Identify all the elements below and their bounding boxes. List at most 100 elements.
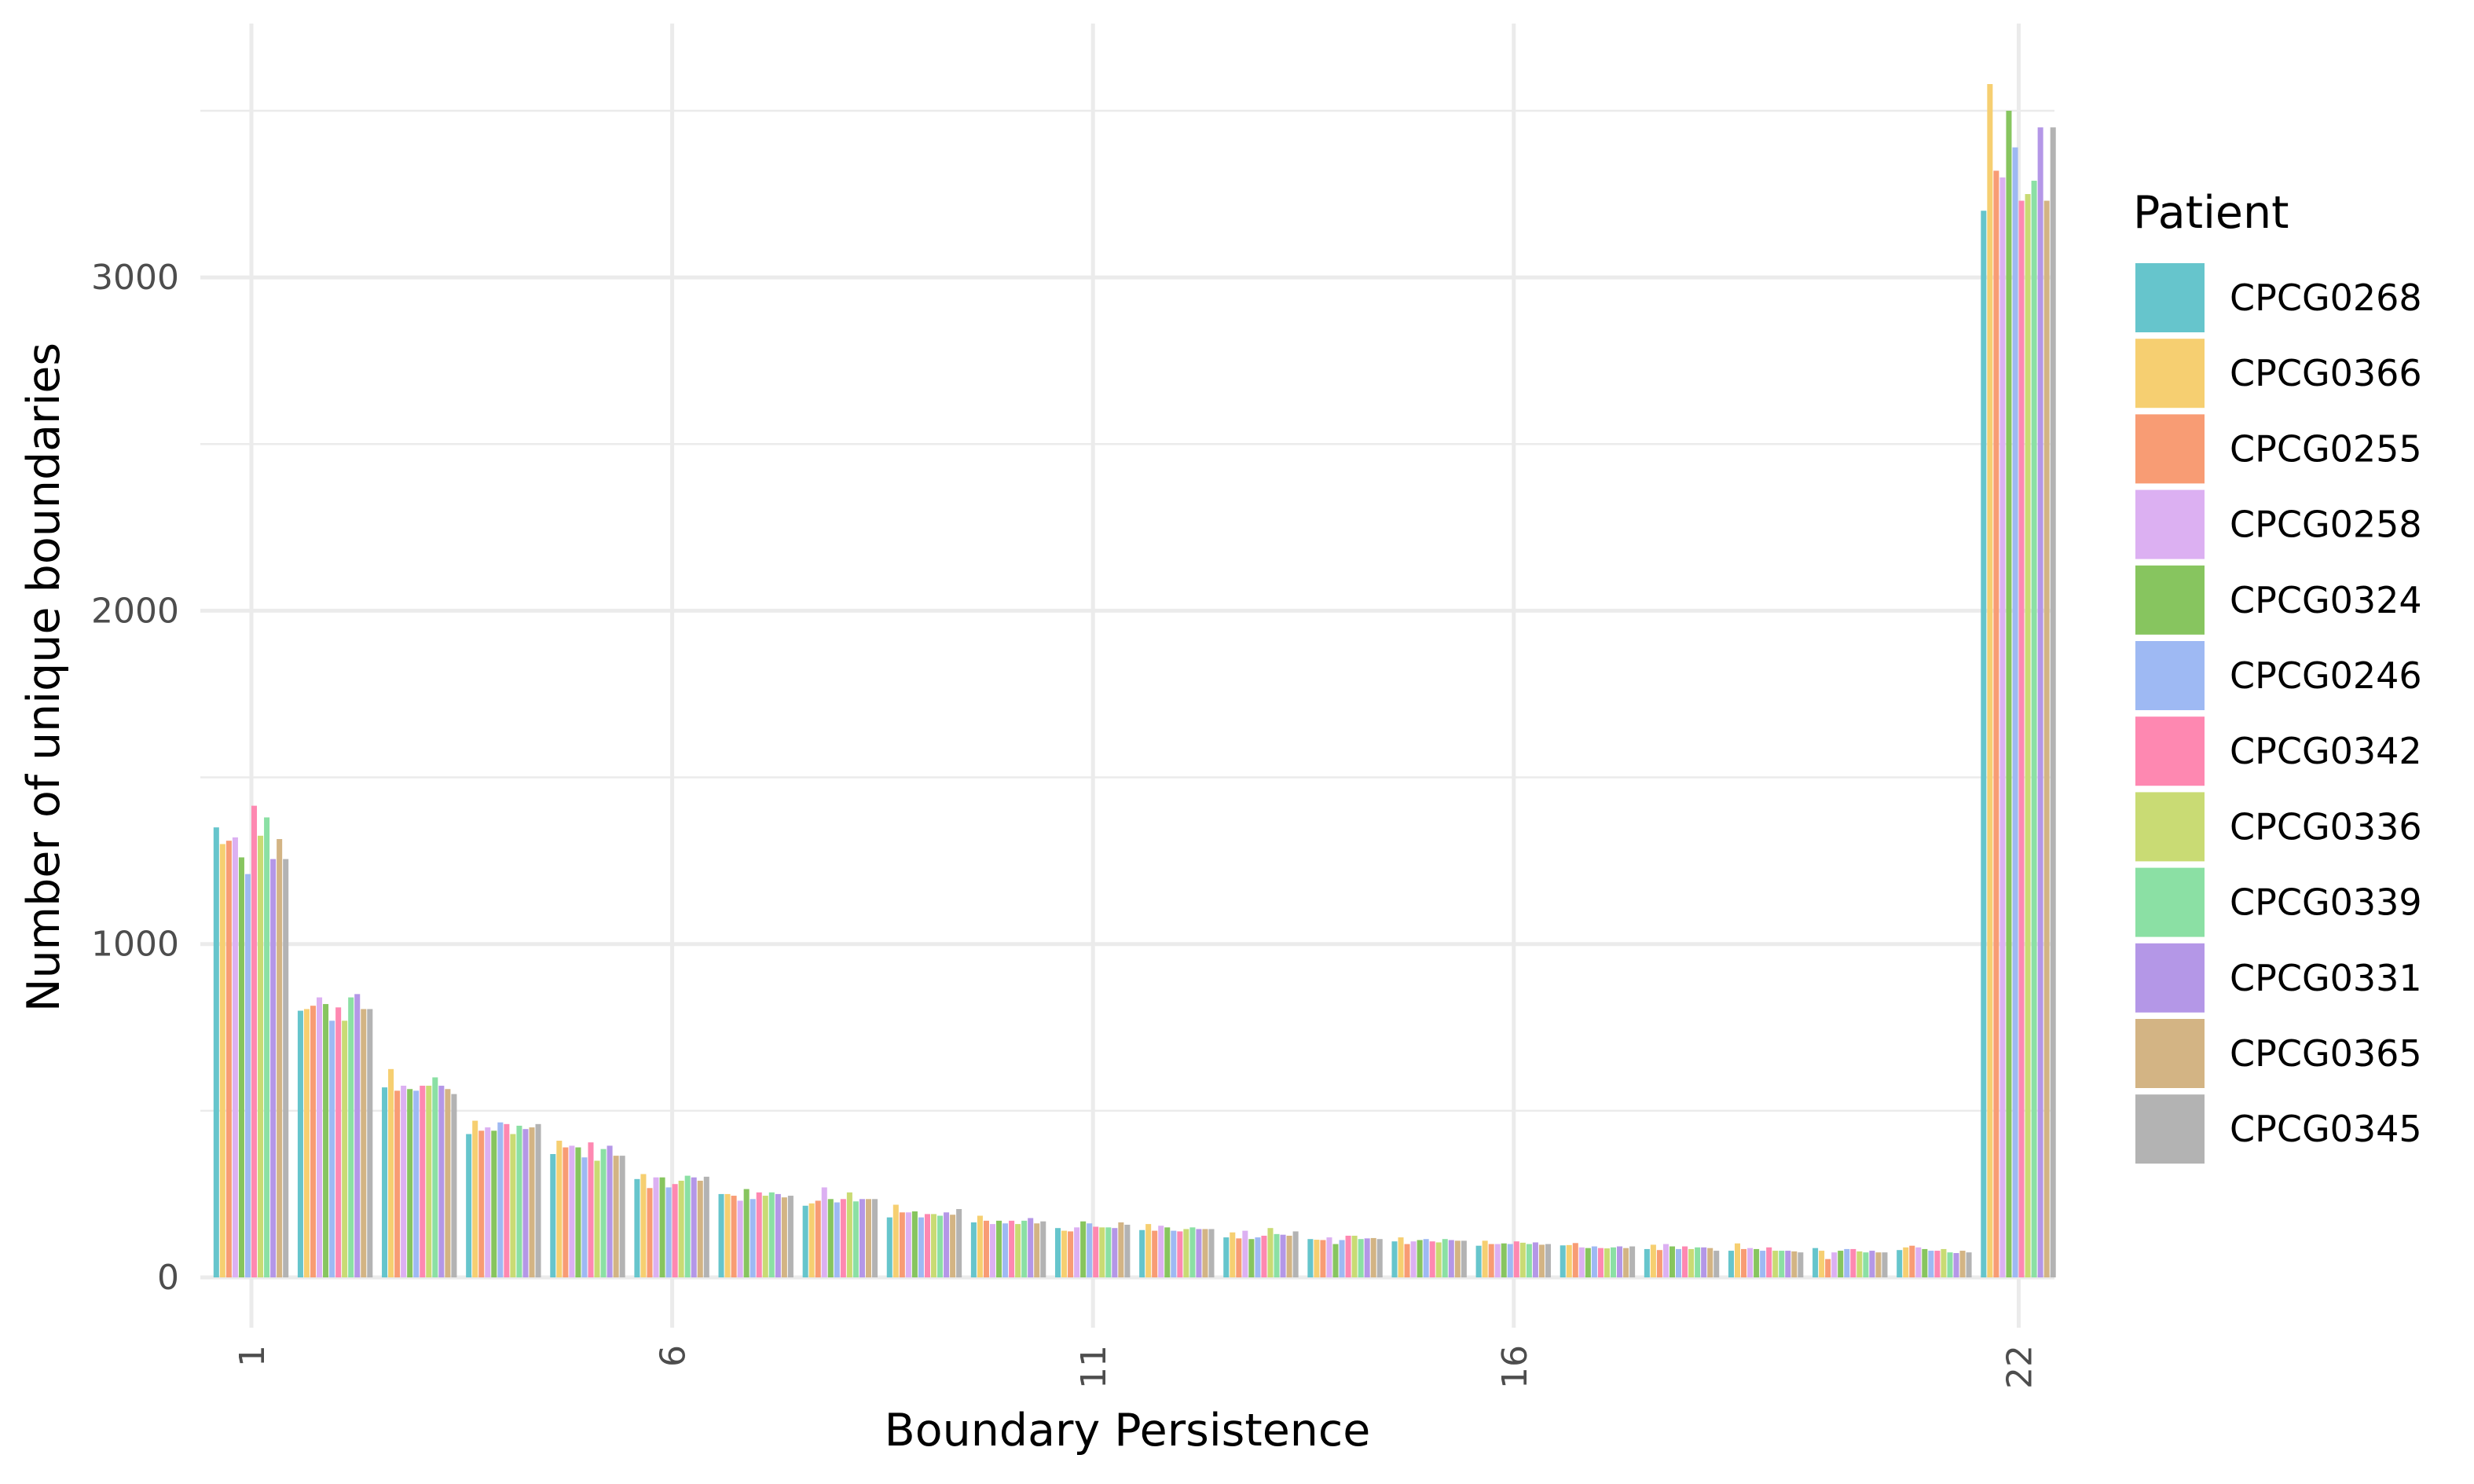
bar bbox=[258, 835, 264, 1277]
legend-title: Patient bbox=[2133, 187, 2289, 239]
x-tick-label: 11 bbox=[1074, 1345, 1114, 1389]
bar bbox=[970, 1222, 977, 1277]
bar bbox=[1538, 1244, 1545, 1277]
bar bbox=[213, 827, 219, 1277]
bar bbox=[1112, 1228, 1118, 1277]
bar bbox=[886, 1217, 892, 1277]
bar bbox=[1734, 1243, 1741, 1277]
bar bbox=[251, 805, 258, 1277]
bar bbox=[1572, 1243, 1578, 1277]
bar bbox=[737, 1200, 743, 1277]
bar bbox=[522, 1129, 529, 1277]
bars bbox=[213, 84, 2056, 1278]
bar bbox=[432, 1077, 438, 1277]
bar bbox=[808, 1203, 815, 1277]
legend-label: CPCG0339 bbox=[2230, 881, 2422, 924]
bar bbox=[756, 1192, 762, 1277]
legend-label: CPCG0365 bbox=[2230, 1032, 2422, 1075]
bar bbox=[413, 1090, 420, 1277]
bar bbox=[1507, 1244, 1513, 1277]
bar bbox=[535, 1123, 541, 1277]
bar bbox=[1145, 1224, 1152, 1277]
bar bbox=[1099, 1227, 1105, 1277]
bar bbox=[1688, 1248, 1695, 1277]
bar bbox=[840, 1199, 846, 1277]
bar bbox=[647, 1188, 653, 1277]
bar bbox=[575, 1147, 581, 1277]
bar bbox=[283, 859, 289, 1277]
bar bbox=[1370, 1237, 1376, 1277]
bar bbox=[1779, 1251, 1785, 1277]
bar bbox=[1435, 1242, 1442, 1277]
bar bbox=[1578, 1247, 1585, 1277]
bar bbox=[1442, 1239, 1448, 1277]
y-tick-labels: 0 1000 2000 3000 bbox=[91, 258, 179, 1298]
bar bbox=[619, 1156, 625, 1277]
bar bbox=[1202, 1229, 1208, 1277]
bar bbox=[529, 1127, 535, 1277]
bar bbox=[1488, 1244, 1494, 1277]
bar bbox=[1754, 1248, 1760, 1277]
bar bbox=[1760, 1251, 1766, 1277]
bar bbox=[1591, 1246, 1597, 1277]
bar bbox=[219, 844, 225, 1277]
bar bbox=[438, 1086, 445, 1277]
bar bbox=[1875, 1252, 1882, 1277]
bar bbox=[1118, 1222, 1124, 1277]
bar bbox=[1124, 1224, 1131, 1277]
bar bbox=[1959, 1251, 1966, 1277]
bar bbox=[1928, 1251, 1934, 1277]
legend-key bbox=[2135, 263, 2205, 332]
bar bbox=[2050, 127, 2056, 1277]
legend-key bbox=[2135, 1019, 2205, 1088]
bar bbox=[367, 1009, 373, 1277]
bar bbox=[930, 1214, 937, 1277]
bar bbox=[1448, 1240, 1454, 1277]
bar bbox=[1532, 1242, 1538, 1277]
bar bbox=[1701, 1247, 1707, 1277]
bar bbox=[1494, 1244, 1501, 1277]
bar bbox=[1320, 1240, 1326, 1277]
bar bbox=[996, 1220, 1002, 1277]
bar bbox=[600, 1149, 607, 1277]
bar bbox=[323, 1004, 329, 1277]
bar bbox=[2031, 181, 2037, 1277]
bar bbox=[1682, 1246, 1688, 1277]
bar bbox=[865, 1199, 872, 1277]
bar bbox=[1863, 1252, 1869, 1277]
bar bbox=[872, 1199, 878, 1277]
bar bbox=[1461, 1240, 1467, 1277]
bar bbox=[787, 1196, 794, 1277]
bar bbox=[846, 1192, 852, 1277]
bar bbox=[1183, 1229, 1189, 1277]
bar bbox=[1513, 1241, 1519, 1277]
grid bbox=[200, 24, 2054, 1328]
bar bbox=[1501, 1243, 1507, 1277]
bar bbox=[1087, 1223, 1093, 1277]
bar bbox=[1617, 1246, 1623, 1277]
bar bbox=[1526, 1244, 1532, 1277]
x-axis-title: Boundary Persistence bbox=[885, 1405, 1371, 1457]
bar bbox=[1623, 1248, 1629, 1277]
bar bbox=[310, 1006, 317, 1277]
bar bbox=[1676, 1248, 1682, 1277]
bar bbox=[516, 1125, 522, 1277]
bar bbox=[1812, 1248, 1819, 1277]
bar bbox=[504, 1123, 510, 1277]
bar bbox=[472, 1120, 478, 1277]
bar bbox=[1021, 1220, 1028, 1277]
bar bbox=[1934, 1251, 1941, 1277]
bar bbox=[924, 1214, 930, 1277]
bar bbox=[775, 1193, 781, 1277]
bar bbox=[1391, 1241, 1398, 1277]
bar bbox=[1417, 1240, 1423, 1277]
bar bbox=[1597, 1248, 1604, 1277]
bar bbox=[232, 837, 238, 1277]
bar bbox=[588, 1142, 594, 1277]
x-tick-label: 1 bbox=[233, 1345, 273, 1367]
bar bbox=[659, 1177, 665, 1277]
bar bbox=[1061, 1230, 1068, 1277]
bar bbox=[1332, 1244, 1339, 1277]
legend-label: CPCG0331 bbox=[2230, 957, 2422, 999]
